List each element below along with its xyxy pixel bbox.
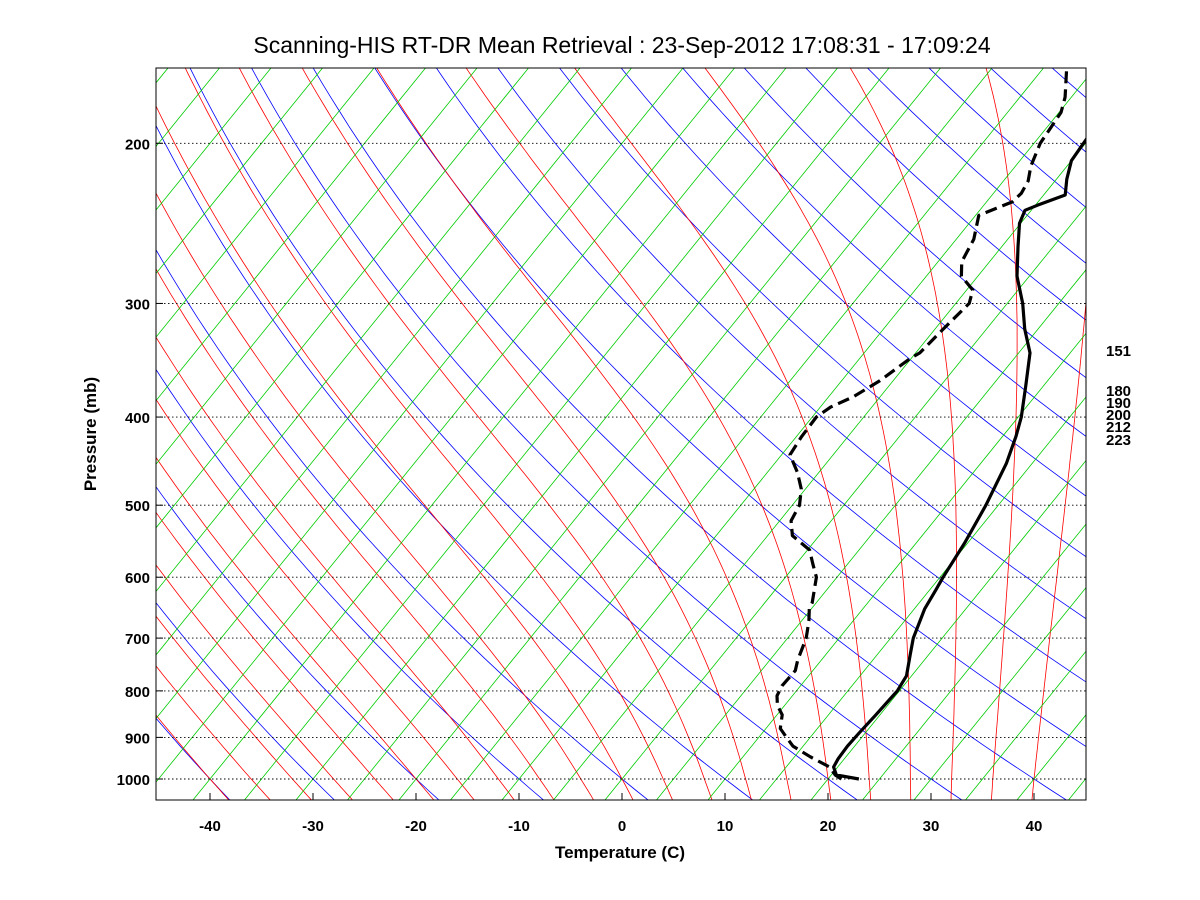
isotherm-line — [913, 587, 1086, 800]
dewpoint-profile-line — [775, 68, 1069, 781]
x-axis-label: Temperature (C) — [555, 843, 685, 862]
isotherm-line — [604, 205, 1086, 800]
isotherm-line — [449, 68, 1045, 800]
dry-adiabat-line — [866, 68, 1086, 264]
x-tick-label: 30 — [923, 818, 940, 835]
isotherm-line — [707, 332, 1086, 800]
pressure-gridlines — [156, 142, 1086, 780]
isotherm-line — [156, 68, 581, 593]
right-level-label: 151 — [1106, 343, 1131, 360]
moist-adiabat-line — [156, 192, 595, 800]
dry-adiabat-line — [497, 68, 1086, 620]
moist-adiabat-line — [238, 68, 713, 800]
moist-adiabat-line — [465, 68, 832, 800]
isotherm-line — [156, 68, 736, 783]
isotherm-line — [156, 68, 633, 656]
dry-adiabat-line — [312, 68, 1068, 800]
profile-series — [775, 68, 1086, 781]
isotherm-line — [156, 68, 324, 275]
dry-adiabat-line — [156, 368, 545, 800]
right-level-label: 212 — [1106, 419, 1131, 436]
moist-adiabat-line — [574, 68, 872, 800]
right-level-label: 180 — [1106, 383, 1131, 400]
y-tick-label: 700 — [125, 631, 150, 648]
y-tick-label: 400 — [125, 410, 150, 427]
moist-adiabat-line — [301, 68, 752, 800]
moist-adiabat-line — [156, 564, 353, 800]
right-level-label: 190 — [1106, 395, 1131, 412]
x-tick-label: 0 — [618, 818, 626, 835]
dry-adiabat-line — [156, 124, 754, 800]
y-tick-label: 200 — [125, 136, 150, 153]
y-axis-label: Pressure (mb) — [81, 377, 100, 491]
moist-adiabat-line — [156, 398, 475, 800]
plot-frame — [155, 67, 1087, 801]
moist-adiabat-line — [156, 615, 312, 800]
moist-adiabat-line — [985, 68, 1018, 800]
isotherm-line — [156, 68, 478, 465]
y-tick-label: 1000 — [117, 772, 150, 789]
moist-adiabat-line — [156, 336, 515, 800]
y-tick-label: 500 — [125, 498, 150, 515]
isotherm-line — [346, 68, 942, 800]
dry-adiabat-line — [682, 68, 1086, 437]
moist-adiabat-line — [1031, 296, 1086, 800]
isotherm-line — [156, 68, 427, 402]
dry-adiabat-line — [156, 486, 440, 800]
right-level-label: 223 — [1106, 432, 1131, 449]
dry-adiabat-line — [620, 68, 1086, 497]
chart-title: Scanning-HIS RT-DR Mean Retrieval : 23-S… — [253, 32, 990, 58]
isotherm-line — [398, 68, 993, 800]
moist-adiabat-line — [376, 68, 792, 800]
isotherm-line — [192, 68, 787, 800]
isotherm-line — [295, 68, 890, 800]
isotherm-line — [156, 68, 272, 211]
isotherm-line — [861, 523, 1086, 800]
dry-adiabat-line — [251, 68, 963, 800]
moist-adiabat-line — [156, 511, 394, 800]
isotherm-line — [156, 68, 375, 338]
y-tick-label: 900 — [125, 730, 150, 747]
x-tick-label: -10 — [508, 818, 530, 835]
axis-ticks: 5060708090100200300400500600700800900100… — [117, 136, 1043, 835]
dry-adiabat-line — [743, 68, 1086, 379]
x-tick-label: -20 — [405, 818, 427, 835]
moist-adiabat-line — [156, 268, 555, 800]
temperature-profile-line — [831, 136, 1086, 781]
x-tick-label: 40 — [1026, 818, 1043, 835]
isotherm-line — [501, 78, 1086, 800]
isotherm-line — [810, 459, 1086, 800]
y-tick-label: 800 — [125, 684, 150, 701]
moist-adiabat-line — [156, 665, 271, 800]
dry-adiabat-line — [435, 68, 1086, 683]
y-tick-label: 300 — [125, 296, 150, 313]
dry-adiabat-line — [156, 602, 335, 800]
moist-adiabat-line — [704, 68, 912, 800]
isotherm-line — [156, 68, 530, 529]
dry-adiabat-line — [805, 68, 1086, 321]
x-tick-label: -40 — [199, 818, 221, 835]
dry-adiabat-line — [928, 68, 1086, 208]
isotherm-line — [552, 142, 1086, 800]
moist-adiabat-line — [156, 105, 634, 800]
isotherm-line — [243, 68, 839, 800]
moist-adiabat-line — [184, 68, 673, 800]
x-tick-label: 10 — [717, 818, 734, 835]
y-tick-label: 600 — [125, 570, 150, 587]
dry-adiabat-line — [189, 68, 858, 800]
dry-adiabat-line — [156, 248, 649, 800]
x-tick-label: -30 — [302, 818, 324, 835]
x-tick-label: 20 — [820, 818, 837, 835]
dry-adiabat-line — [559, 68, 1086, 558]
isotherm-line — [758, 396, 1086, 800]
right-level-label: 200 — [1106, 407, 1131, 424]
isotherm-line — [156, 68, 684, 720]
moist-adiabat-line — [156, 456, 435, 800]
